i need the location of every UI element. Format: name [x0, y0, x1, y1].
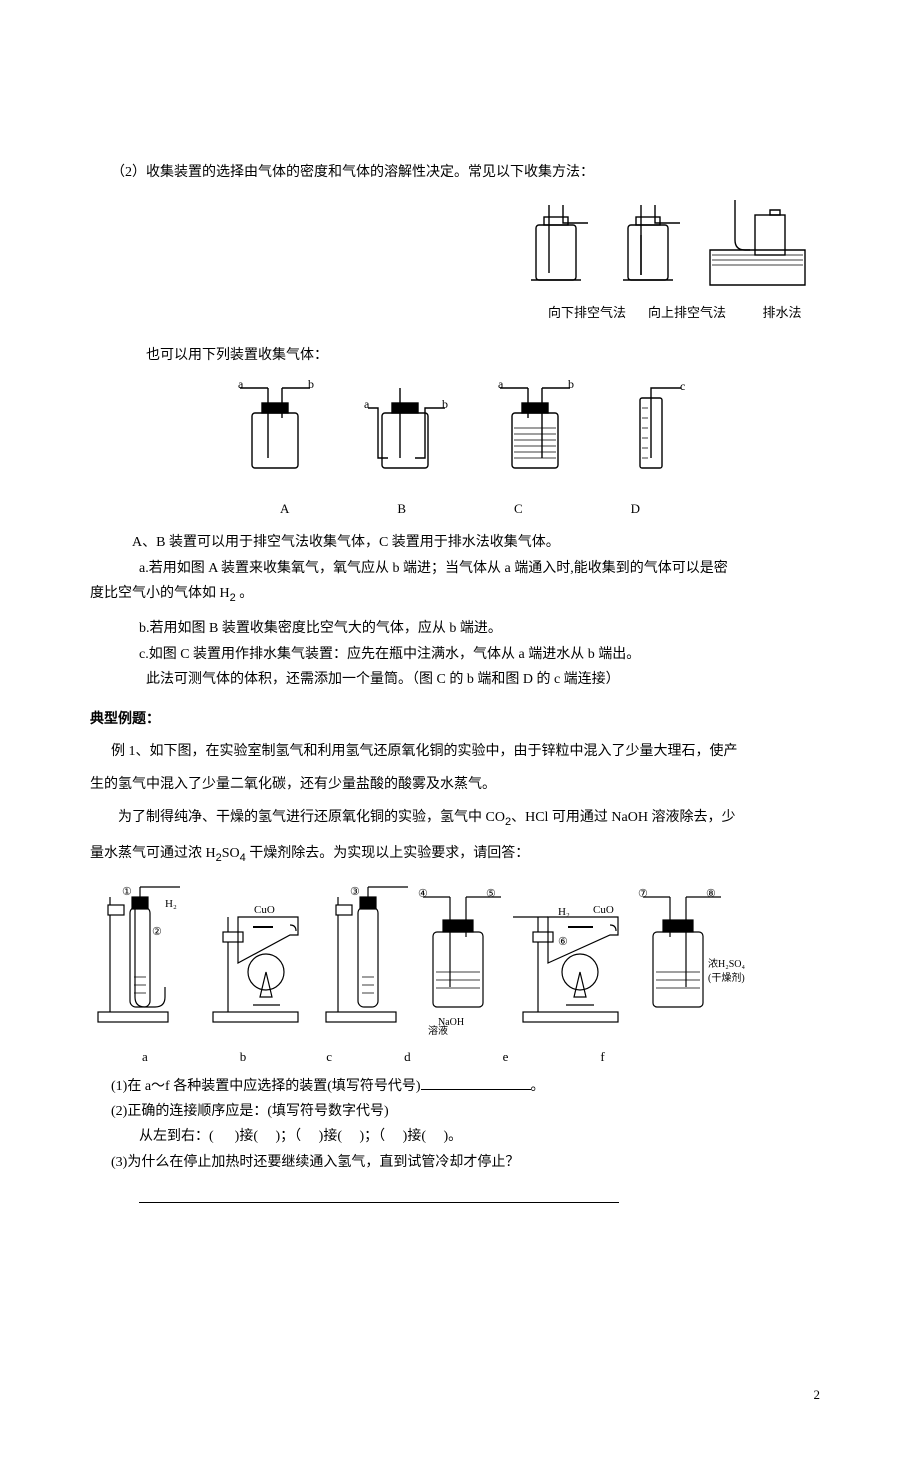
s1-b: b.若用如图 B 装置收集密度比空气大的气体，应从 b 端进。	[90, 616, 830, 641]
apparatus-c: ③	[318, 877, 418, 1027]
port-a2: a	[364, 397, 370, 411]
device-B-wrap: a b	[360, 378, 450, 487]
examples-heading: 典型例题：	[90, 706, 830, 731]
q1-blank[interactable]	[421, 1075, 531, 1090]
q2-line2: 从左到右：( )接( )；（ )接( )；（ )接( )。	[111, 1124, 830, 1149]
q2-seg2: )接(	[319, 1129, 342, 1144]
ex1-l3-pre: 为了制得纯净、干燥的氢气进行还原氧化铜的实验，氢气中 CO	[118, 810, 505, 825]
num7: ⑦	[638, 888, 648, 900]
device-B: a b	[360, 378, 450, 478]
q3-blank[interactable]	[139, 1183, 619, 1204]
s1-a-suf: 度比空气小的气体如 H	[90, 586, 230, 601]
dry2: (干燥剂)	[708, 971, 745, 984]
s1-c2: 此法可测气体的体积，还需添加一个量筒。（图 C 的 b 端和图 D 的 c 端连…	[90, 667, 830, 692]
fig-row-2: a b a b	[90, 378, 830, 487]
num1: ①	[122, 886, 132, 898]
label-B: B	[397, 497, 406, 520]
q2-seg3: )接(	[403, 1129, 426, 1144]
q1: (1)在 a～f 各种装置中应选择的装置(填写符号代号) 。	[111, 1074, 830, 1099]
q-block: (1)在 a～f 各种装置中应选择的装置(填写符号代号) 。 (2)正确的连接顺序…	[90, 1074, 830, 1203]
q2-end: )。	[444, 1129, 463, 1144]
label-C: C	[514, 497, 523, 520]
s1-a-suf-wrap: 度比空气小的气体如 H2 。	[90, 581, 830, 609]
num6: ⑥	[558, 936, 568, 948]
page-root: （2）收集装置的选择由气体的密度和气体的溶解性决定。常见以下收集方法：	[0, 0, 920, 1457]
page-number: 2	[90, 1383, 830, 1406]
port-a: a	[238, 378, 244, 391]
cuo-b: CuO	[254, 904, 275, 916]
diagram-downward-air	[516, 195, 596, 295]
cap-water: 排水法	[742, 301, 822, 324]
port-b2: b	[442, 397, 448, 411]
num5: ⑤	[486, 888, 496, 900]
s1-a-pre: a.若用如图 A 装置来收集氧气，氧气应从 b 端进；当气体从 a 端通入时,能…	[139, 561, 728, 576]
s1-a-wrap: a.若用如图 A 装置来收集氧气，氧气应从 b 端进；当气体从 a 端通入时,能…	[90, 556, 830, 581]
apparatus-d: ④ ⑤ NaOH	[418, 877, 508, 1027]
fig2-labels: A B C D	[90, 497, 830, 520]
device-D: c	[620, 378, 690, 478]
s1-a-end: 。	[236, 586, 254, 601]
device-D-wrap: c	[620, 378, 690, 487]
letter-a: a	[142, 1045, 148, 1068]
s1-c1: c.如图 C 装置用作排水集气装置：应先在瓶中注满水，气体从 a 端进水从 b …	[90, 642, 830, 667]
num8: ⑧	[706, 888, 716, 900]
label-D: D	[631, 497, 640, 520]
letter-c: c	[326, 1045, 332, 1068]
label-A: A	[280, 497, 289, 520]
cap-up: 向上排空气法	[642, 301, 732, 324]
ex1-l1: 例 1、如下图，在实验室制氢气和利用氢气还原氧化铜的实验中，由于锌粒中混入了少量…	[90, 739, 830, 764]
num2: ②	[152, 926, 162, 938]
apparatus-e: H₂ CuO ⑥	[508, 877, 638, 1027]
q1-suf: 。	[531, 1079, 545, 1094]
letter-e: e	[503, 1045, 509, 1068]
q2-join2: )；（	[360, 1129, 386, 1144]
diagram-upward-air	[608, 195, 688, 295]
ex1-l4-suf: 干燥剂除去。为实现以上实验要求，请回答：	[246, 846, 530, 861]
device-A-wrap: a b	[230, 378, 320, 487]
spacer	[90, 692, 830, 706]
cuo-e: CuO	[593, 904, 614, 916]
ex1-l3-wrap: 为了制得纯净、干燥的氢气进行还原氧化铜的实验，氢气中 CO2、HCl 可用通过 …	[90, 805, 830, 833]
exp-fig-row: ① H₂ ② CuO	[90, 877, 830, 1027]
port-b3: b	[568, 378, 574, 391]
ex1-l4-mid: SO	[222, 846, 240, 861]
device-A: a b	[230, 378, 320, 478]
port-b: b	[308, 378, 314, 391]
ex1-l2: 生的氢气中混入了少量二氧化碳，还有少量盐酸的酸雾及水蒸气。	[90, 772, 830, 797]
s1-line3: A、B 装置可以用于排空气法收集气体，C 装置用于排水法收集气体。	[90, 530, 830, 555]
exp-letters: a b c d e f	[90, 1045, 830, 1068]
cap-down: 向下排空气法	[542, 301, 632, 324]
dry1: 浓H₂SO₄	[708, 958, 745, 970]
device-C: a b	[490, 378, 580, 478]
letter-b: b	[240, 1045, 247, 1068]
port-a3: a	[498, 378, 504, 391]
h2-e: H₂	[558, 906, 570, 918]
ex1-l3-mid: 、HCl 可用通过 NaOH 溶液除去，少	[511, 810, 735, 825]
s1-line1: （2）收集装置的选择由气体的密度和气体的溶解性决定。常见以下收集方法：	[90, 160, 830, 185]
q1-pre: (1)在 a～f 各种装置中应选择的装置(填写符号代号)	[111, 1079, 421, 1094]
ex1-l4-pre: 量水蒸气可通过浓 H	[90, 846, 216, 861]
num3: ③	[350, 886, 360, 898]
q2: (2)正确的连接顺序应是：(填写符号数字代号)	[111, 1099, 830, 1124]
letter-f: f	[600, 1045, 604, 1068]
apparatus-a: ① H₂ ②	[90, 877, 198, 1027]
ex1-l4-wrap: 量水蒸气可通过浓 H2SO4 干燥剂除去。为实现以上实验要求，请回答：	[90, 841, 830, 869]
q2-pre: 从左到右：(	[139, 1129, 214, 1144]
num4: ④	[418, 888, 428, 900]
fig1-captions: 向下排空气法 向上排空气法 排水法	[90, 301, 830, 324]
apparatus-f: ⑦ ⑧ 浓H₂SO₄ (干燥剂)	[638, 877, 758, 1027]
naoh2: 溶液	[428, 1026, 448, 1037]
apparatus-b: CuO	[198, 877, 318, 1027]
letter-d: d	[404, 1045, 411, 1068]
q2-join1: )；（	[276, 1129, 302, 1144]
device-C-wrap: a b	[490, 378, 580, 487]
q3: (3)为什么在停止加热时还要继续通入氢气，直到试管冷却才停止？	[111, 1150, 830, 1175]
h2-a: H₂	[165, 898, 177, 910]
q2-seg1: )接(	[235, 1129, 258, 1144]
port-c: c	[680, 379, 685, 393]
s1-line2: 也可以用下列装置收集气体：	[90, 343, 830, 368]
diagram-water-displacement	[700, 195, 820, 295]
fig-row-1	[90, 195, 830, 295]
